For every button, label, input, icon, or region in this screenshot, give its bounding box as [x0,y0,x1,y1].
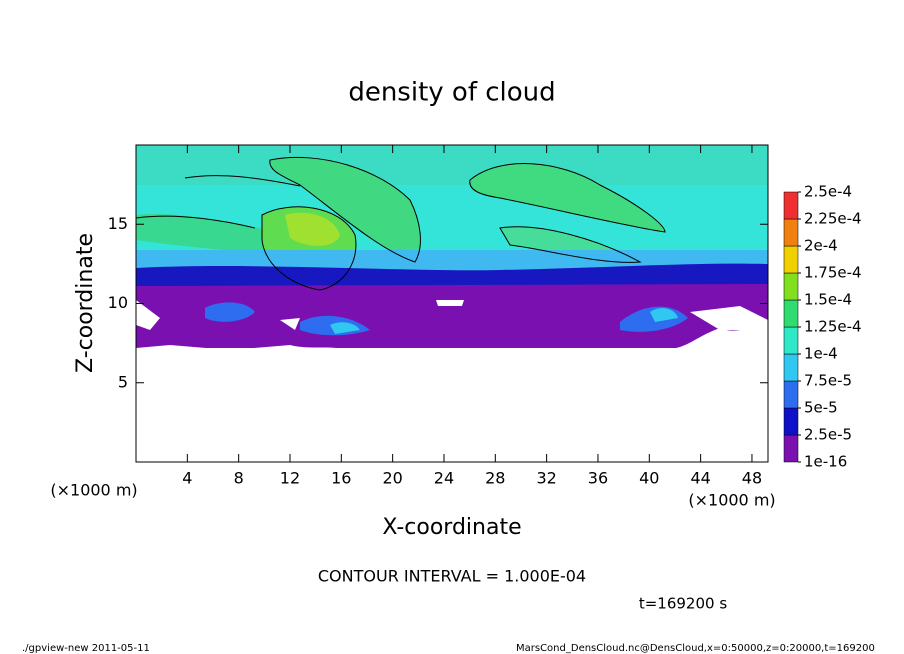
colorbar-box [783,407,799,436]
colorbar: 1e-16 2.5e-5 5e-5 7.5e-5 1e-4 1.25e-4 1.5e-4 1.… [783,183,862,471]
colorbar-box [783,380,799,409]
colorbar-label: 1.75e-4 [804,264,862,282]
colorbar-box [783,326,799,355]
x-tick-label: 40 [639,469,659,488]
colorbar-label: 1e-4 [804,345,838,363]
x-tick-label: 48 [742,469,762,488]
y-tick-label: 10 [108,293,128,312]
x-tick-label: 44 [690,469,710,488]
colorbar-box [783,245,799,274]
colorbar-label: 2e-4 [804,237,838,255]
x-tick-label: 16 [331,469,351,488]
x-tick-label: 20 [382,469,402,488]
colorbar-label: 2.5e-5 [804,426,852,444]
x-tick-label: 12 [280,469,300,488]
colorbar-box [783,272,799,301]
colorbar-label: 7.5e-5 [804,372,852,390]
x-tick-label: 4 [182,469,192,488]
y-tick-label: 15 [108,214,128,233]
colorbar-box [783,434,799,463]
x-tick-label: 24 [434,469,454,488]
x-unit-label: (×1000 m) [688,491,775,510]
y-tick-label: 5 [118,372,128,391]
x-tick-label: 8 [234,469,244,488]
time-label: t=169200 s [639,595,727,613]
colorbar-label: 1.25e-4 [804,318,862,336]
y-unit-label: (×1000 m) [50,481,137,500]
x-tick-label: 28 [485,469,505,488]
colorbar-label: 2.25e-4 [804,210,862,228]
colorbar-box [783,299,799,328]
colorbar-label: 2.5e-4 [804,183,852,201]
colorbar-box [783,191,799,220]
colorbar-box [783,218,799,247]
contour-interval: CONTOUR INTERVAL = 1.000E-04 [318,567,586,586]
footer-left: ./gpview-new 2011-05-11 [22,643,150,654]
colorbar-label: 5e-5 [804,399,838,417]
colorbar-label: 1.5e-4 [804,291,852,309]
field [136,145,768,462]
x-axis-label: X-coordinate [382,515,521,540]
x-tick-label: 36 [588,469,608,488]
chart-title: density of cloud [348,78,555,108]
y-axis-label: Z-coordinate [73,233,98,373]
x-tick-label: 32 [536,469,556,488]
colorbar-label: 1e-16 [804,453,847,471]
colorbar-box [783,353,799,382]
footer-right: MarsCond_DensCloud.nc@DensCloud,x=0:5000… [516,643,875,654]
